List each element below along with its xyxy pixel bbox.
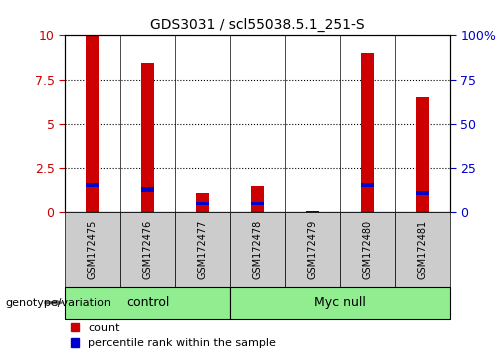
Bar [360, 53, 374, 212]
Bar [416, 191, 430, 195]
Legend: count, percentile rank within the sample: count, percentile rank within the sample [70, 322, 276, 348]
Text: GSM172476: GSM172476 [142, 220, 152, 279]
Bar [86, 183, 100, 187]
Text: GSM172477: GSM172477 [198, 220, 207, 279]
Text: genotype/variation: genotype/variation [5, 298, 111, 308]
Bar [140, 63, 154, 212]
Text: control: control [126, 296, 169, 309]
Bar [86, 36, 100, 212]
Bar [196, 193, 209, 212]
Text: GSM172479: GSM172479 [308, 220, 318, 279]
Text: GSM172481: GSM172481 [418, 220, 428, 279]
Text: GSM172475: GSM172475 [88, 220, 98, 279]
Title: GDS3031 / scl55038.5.1_251-S: GDS3031 / scl55038.5.1_251-S [150, 17, 365, 32]
Bar [196, 202, 209, 205]
Bar [306, 211, 320, 213]
Bar [250, 186, 264, 212]
Bar [360, 183, 374, 187]
Text: GSM172480: GSM172480 [362, 220, 372, 279]
Bar [250, 202, 264, 205]
Bar [416, 97, 430, 212]
Text: Myc null: Myc null [314, 296, 366, 309]
Bar [140, 187, 154, 192]
Text: GSM172478: GSM172478 [252, 220, 262, 279]
